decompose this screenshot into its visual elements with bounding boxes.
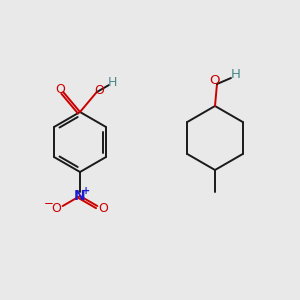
Text: O: O (94, 84, 104, 97)
Text: H: H (231, 68, 241, 82)
Text: O: O (52, 202, 61, 214)
Text: +: + (82, 186, 90, 196)
Text: −: − (44, 197, 54, 211)
Text: O: O (98, 202, 108, 214)
Text: O: O (56, 82, 65, 96)
Text: H: H (108, 76, 118, 88)
Text: N: N (74, 189, 86, 203)
Text: O: O (209, 74, 219, 88)
